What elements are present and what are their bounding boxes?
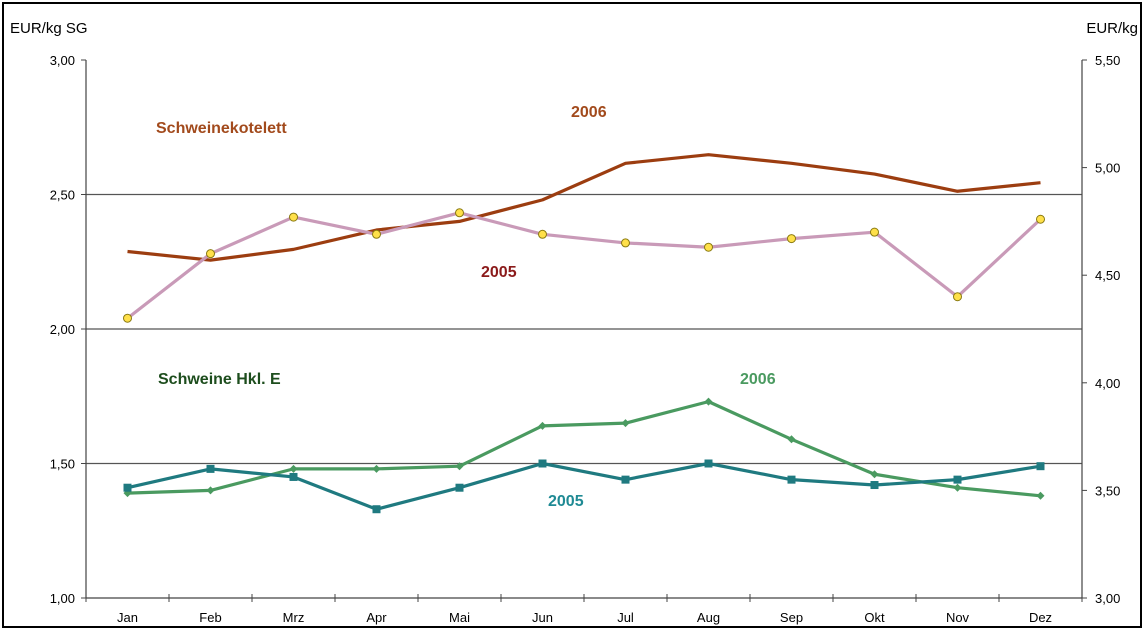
annotation-kotelett-2006: 2006 xyxy=(571,104,607,121)
data-point-schweinekotelett-2005 xyxy=(1036,214,1045,224)
data-point-schweinekotelett-2005 xyxy=(206,249,215,259)
x-tick-label: Apr xyxy=(366,610,387,625)
x-tick-label: Nov xyxy=(946,610,970,625)
x-tick-label: Mrz xyxy=(283,610,305,625)
axes: 1,00 1,50 2,00 2,50 3,00 3,00 3,50 4,00 4,50 5,00… xyxy=(50,53,1121,625)
data-point-schweine-hkl-e-2005 xyxy=(123,483,132,492)
x-tick-label: Feb xyxy=(199,610,221,625)
data-point-schweine-hkl-e-2006 xyxy=(455,462,464,471)
left-tick-label: 3,00 xyxy=(50,53,75,68)
x-tick-label: Aug xyxy=(697,610,720,625)
data-point-schweine-hkl-e-2006 xyxy=(289,464,298,473)
data-point-schweine-hkl-e-2006 xyxy=(953,483,962,492)
data-point-schweinekotelett-2005 xyxy=(538,229,547,239)
data-point-schweine-hkl-e-2005 xyxy=(538,459,547,468)
data-point-schweine-hkl-e-2005 xyxy=(289,472,298,481)
data-point-schweine-hkl-e-2006 xyxy=(704,397,713,406)
data-point-schweinekotelett-2005 xyxy=(787,234,796,244)
data-point-schweinekotelett-2005 xyxy=(870,227,879,237)
x-tick-label: Dez xyxy=(1029,610,1052,625)
right-tick-label: 5,00 xyxy=(1095,161,1120,176)
left-axis-title: EUR/kg SG xyxy=(10,20,88,37)
right-tick-label: 3,00 xyxy=(1095,591,1120,606)
series-line-schweine-hkl-e-2005 xyxy=(127,461,1041,511)
data-point-schweine-hkl-e-2005 xyxy=(455,483,464,492)
data-point-schweine-hkl-e-2006 xyxy=(787,435,796,444)
data-point-schweine-hkl-e-2005 xyxy=(206,464,215,473)
annotation-kotelett-2005: 2005 xyxy=(481,264,517,281)
left-tick-label: 1,50 xyxy=(50,457,75,472)
x-tick-label: Mai xyxy=(449,610,470,625)
annotation-hkl-e-2005: 2005 xyxy=(548,493,584,510)
x-tick-label: Sep xyxy=(780,610,803,625)
data-point-schweine-hkl-e-2005 xyxy=(704,459,713,468)
data-point-schweinekotelett-2005 xyxy=(621,238,630,248)
annotation-hkl-e-2006: 2006 xyxy=(740,371,776,388)
data-point-schweinekotelett-2005 xyxy=(289,212,298,222)
x-tick-label: Okt xyxy=(864,610,885,625)
data-point-schweine-hkl-e-2006 xyxy=(372,464,381,473)
data-point-schweine-hkl-e-2006 xyxy=(538,421,547,430)
labels-layer: EUR/kg SG EUR/kg Schweinekotelett 2006 2… xyxy=(10,20,1138,510)
right-tick-label: 4,50 xyxy=(1095,268,1120,283)
data-point-schweine-hkl-e-2005 xyxy=(787,475,796,484)
left-tick-label: 1,00 xyxy=(50,591,75,606)
data-point-schweine-hkl-e-2006 xyxy=(206,486,215,495)
series-line-schweinekotelett-2006 xyxy=(127,153,1041,262)
right-axis-title: EUR/kg xyxy=(1086,20,1138,37)
grid-lines xyxy=(86,193,1082,465)
data-point-schweinekotelett-2005 xyxy=(123,313,132,323)
series-layer xyxy=(123,153,1045,514)
x-tick-label: Jan xyxy=(117,610,138,625)
data-point-schweine-hkl-e-2005 xyxy=(372,505,381,514)
data-point-schweine-hkl-e-2005 xyxy=(621,475,630,484)
right-tick-label: 5,50 xyxy=(1095,53,1120,68)
data-point-schweine-hkl-e-2006 xyxy=(870,470,879,479)
data-point-schweine-hkl-e-2005 xyxy=(870,481,879,490)
data-point-schweinekotelett-2005 xyxy=(704,242,713,252)
data-point-schweinekotelett-2005 xyxy=(953,292,962,302)
x-tick-label: Jun xyxy=(532,610,553,625)
series-line-schweinekotelett-2005 xyxy=(126,211,1042,320)
right-tick-label: 4,00 xyxy=(1095,376,1120,391)
annotation-schweine-hkl-e: Schweine Hkl. E xyxy=(158,371,281,388)
data-point-schweine-hkl-e-2006 xyxy=(1036,491,1045,500)
data-point-schweine-hkl-e-2005 xyxy=(953,475,962,484)
left-tick-label: 2,50 xyxy=(50,188,75,203)
series-line-schweine-hkl-e-2006 xyxy=(127,400,1041,498)
data-point-schweine-hkl-e-2006 xyxy=(621,419,630,428)
right-tick-label: 3,50 xyxy=(1095,483,1120,498)
data-point-schweinekotelett-2005 xyxy=(372,229,381,239)
data-point-schweine-hkl-e-2005 xyxy=(1036,462,1045,471)
left-tick-label: 2,00 xyxy=(50,322,75,337)
data-point-schweinekotelett-2005 xyxy=(455,208,464,218)
annotation-schweinekotelett: Schweinekotelett xyxy=(156,120,287,137)
x-tick-label: Jul xyxy=(617,610,634,625)
